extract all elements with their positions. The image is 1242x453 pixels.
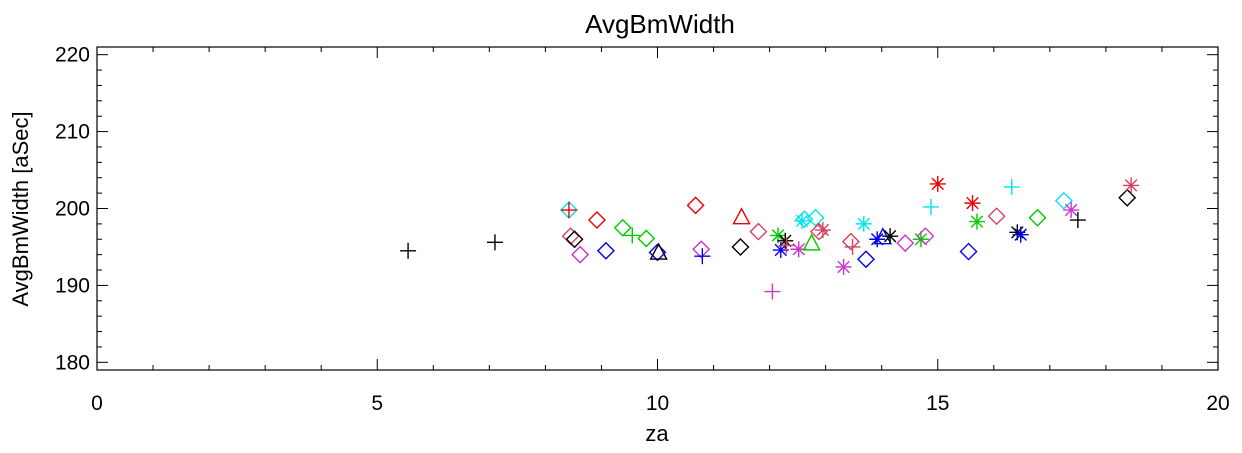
data-point-diamond: [749, 222, 768, 241]
data-point-plus: [844, 238, 861, 255]
x-tick-label: 15: [926, 392, 949, 415]
data-point-diamond: [916, 227, 935, 246]
y-tick-label: 190: [55, 274, 90, 297]
axis-ticks: [96, 47, 1219, 370]
data-point-asterisk: [968, 213, 985, 230]
data-point-asterisk: [770, 227, 787, 244]
data-point-plus: [1069, 212, 1086, 229]
data-point-asterisk: [882, 228, 899, 245]
data-point-diamond: [896, 234, 915, 253]
y-axis-label: AvgBmWidth [aSec]: [8, 111, 33, 306]
data-point-diamond: [1054, 191, 1073, 210]
y-tick-label: 200: [55, 198, 90, 221]
data-point-diamond: [565, 230, 584, 249]
x-axis-label: za: [645, 421, 669, 446]
data-point-plus: [624, 227, 641, 244]
data-point-asterisk: [1063, 202, 1080, 219]
plot-frame: [96, 46, 1219, 371]
data-point-diamond: [637, 229, 656, 248]
data-point-diamond: [987, 207, 1006, 226]
data-point-triangle: [802, 233, 821, 251]
data-point-plus: [400, 242, 417, 259]
data-point-diamond: [795, 210, 814, 229]
data-point-plus: [694, 248, 711, 265]
data-point-asterisk: [777, 232, 794, 249]
y-tick-label: 180: [55, 351, 90, 374]
data-point-diamond: [648, 243, 667, 262]
data-point-triangle: [732, 207, 751, 225]
y-tick-label: 210: [55, 121, 90, 144]
x-tick-label: 0: [91, 392, 103, 415]
data-point-diamond: [841, 232, 860, 251]
data-point-asterisk: [855, 215, 872, 232]
data-point-asterisk: [1123, 177, 1140, 194]
data-point-diamond: [857, 250, 875, 269]
data-point-asterisk: [929, 175, 946, 192]
x-tick-label: 10: [646, 392, 669, 415]
data-point-diamond: [686, 196, 705, 215]
tick-labels: 0 5 10 15 20 180 190 200 210 220: [55, 44, 1230, 415]
data-point-diamond: [587, 211, 606, 230]
data-point-diamond: [1028, 208, 1047, 227]
x-tick-label: 5: [371, 392, 383, 415]
data-point-diamond: [571, 245, 590, 264]
data-point-plus: [764, 283, 781, 300]
data-point-diamond: [596, 241, 615, 260]
data-point-diamond: [561, 227, 580, 246]
chart-title: AvgBmWidth: [585, 9, 735, 39]
data-point-plus: [486, 234, 503, 251]
data-point-diamond: [692, 240, 711, 259]
data-point-plus: [923, 198, 940, 215]
data-points: [400, 175, 1140, 300]
x-tick-label: 20: [1206, 392, 1229, 415]
data-point-asterisk: [1012, 226, 1029, 243]
data-point-asterisk: [964, 195, 981, 212]
data-point-triangle: [649, 242, 668, 260]
data-point-plus: [560, 202, 577, 219]
data-point-diamond: [731, 237, 750, 256]
data-point-diamond: [806, 208, 825, 227]
data-point-diamond: [1118, 188, 1137, 207]
data-point-diamond: [959, 242, 978, 261]
data-point-plus: [778, 237, 795, 254]
data-point-plus: [1003, 178, 1020, 195]
data-point-asterisk: [835, 258, 852, 275]
y-tick-label: 220: [55, 44, 90, 67]
data-point-asterisk: [814, 222, 831, 239]
data-point-diamond: [613, 218, 632, 237]
